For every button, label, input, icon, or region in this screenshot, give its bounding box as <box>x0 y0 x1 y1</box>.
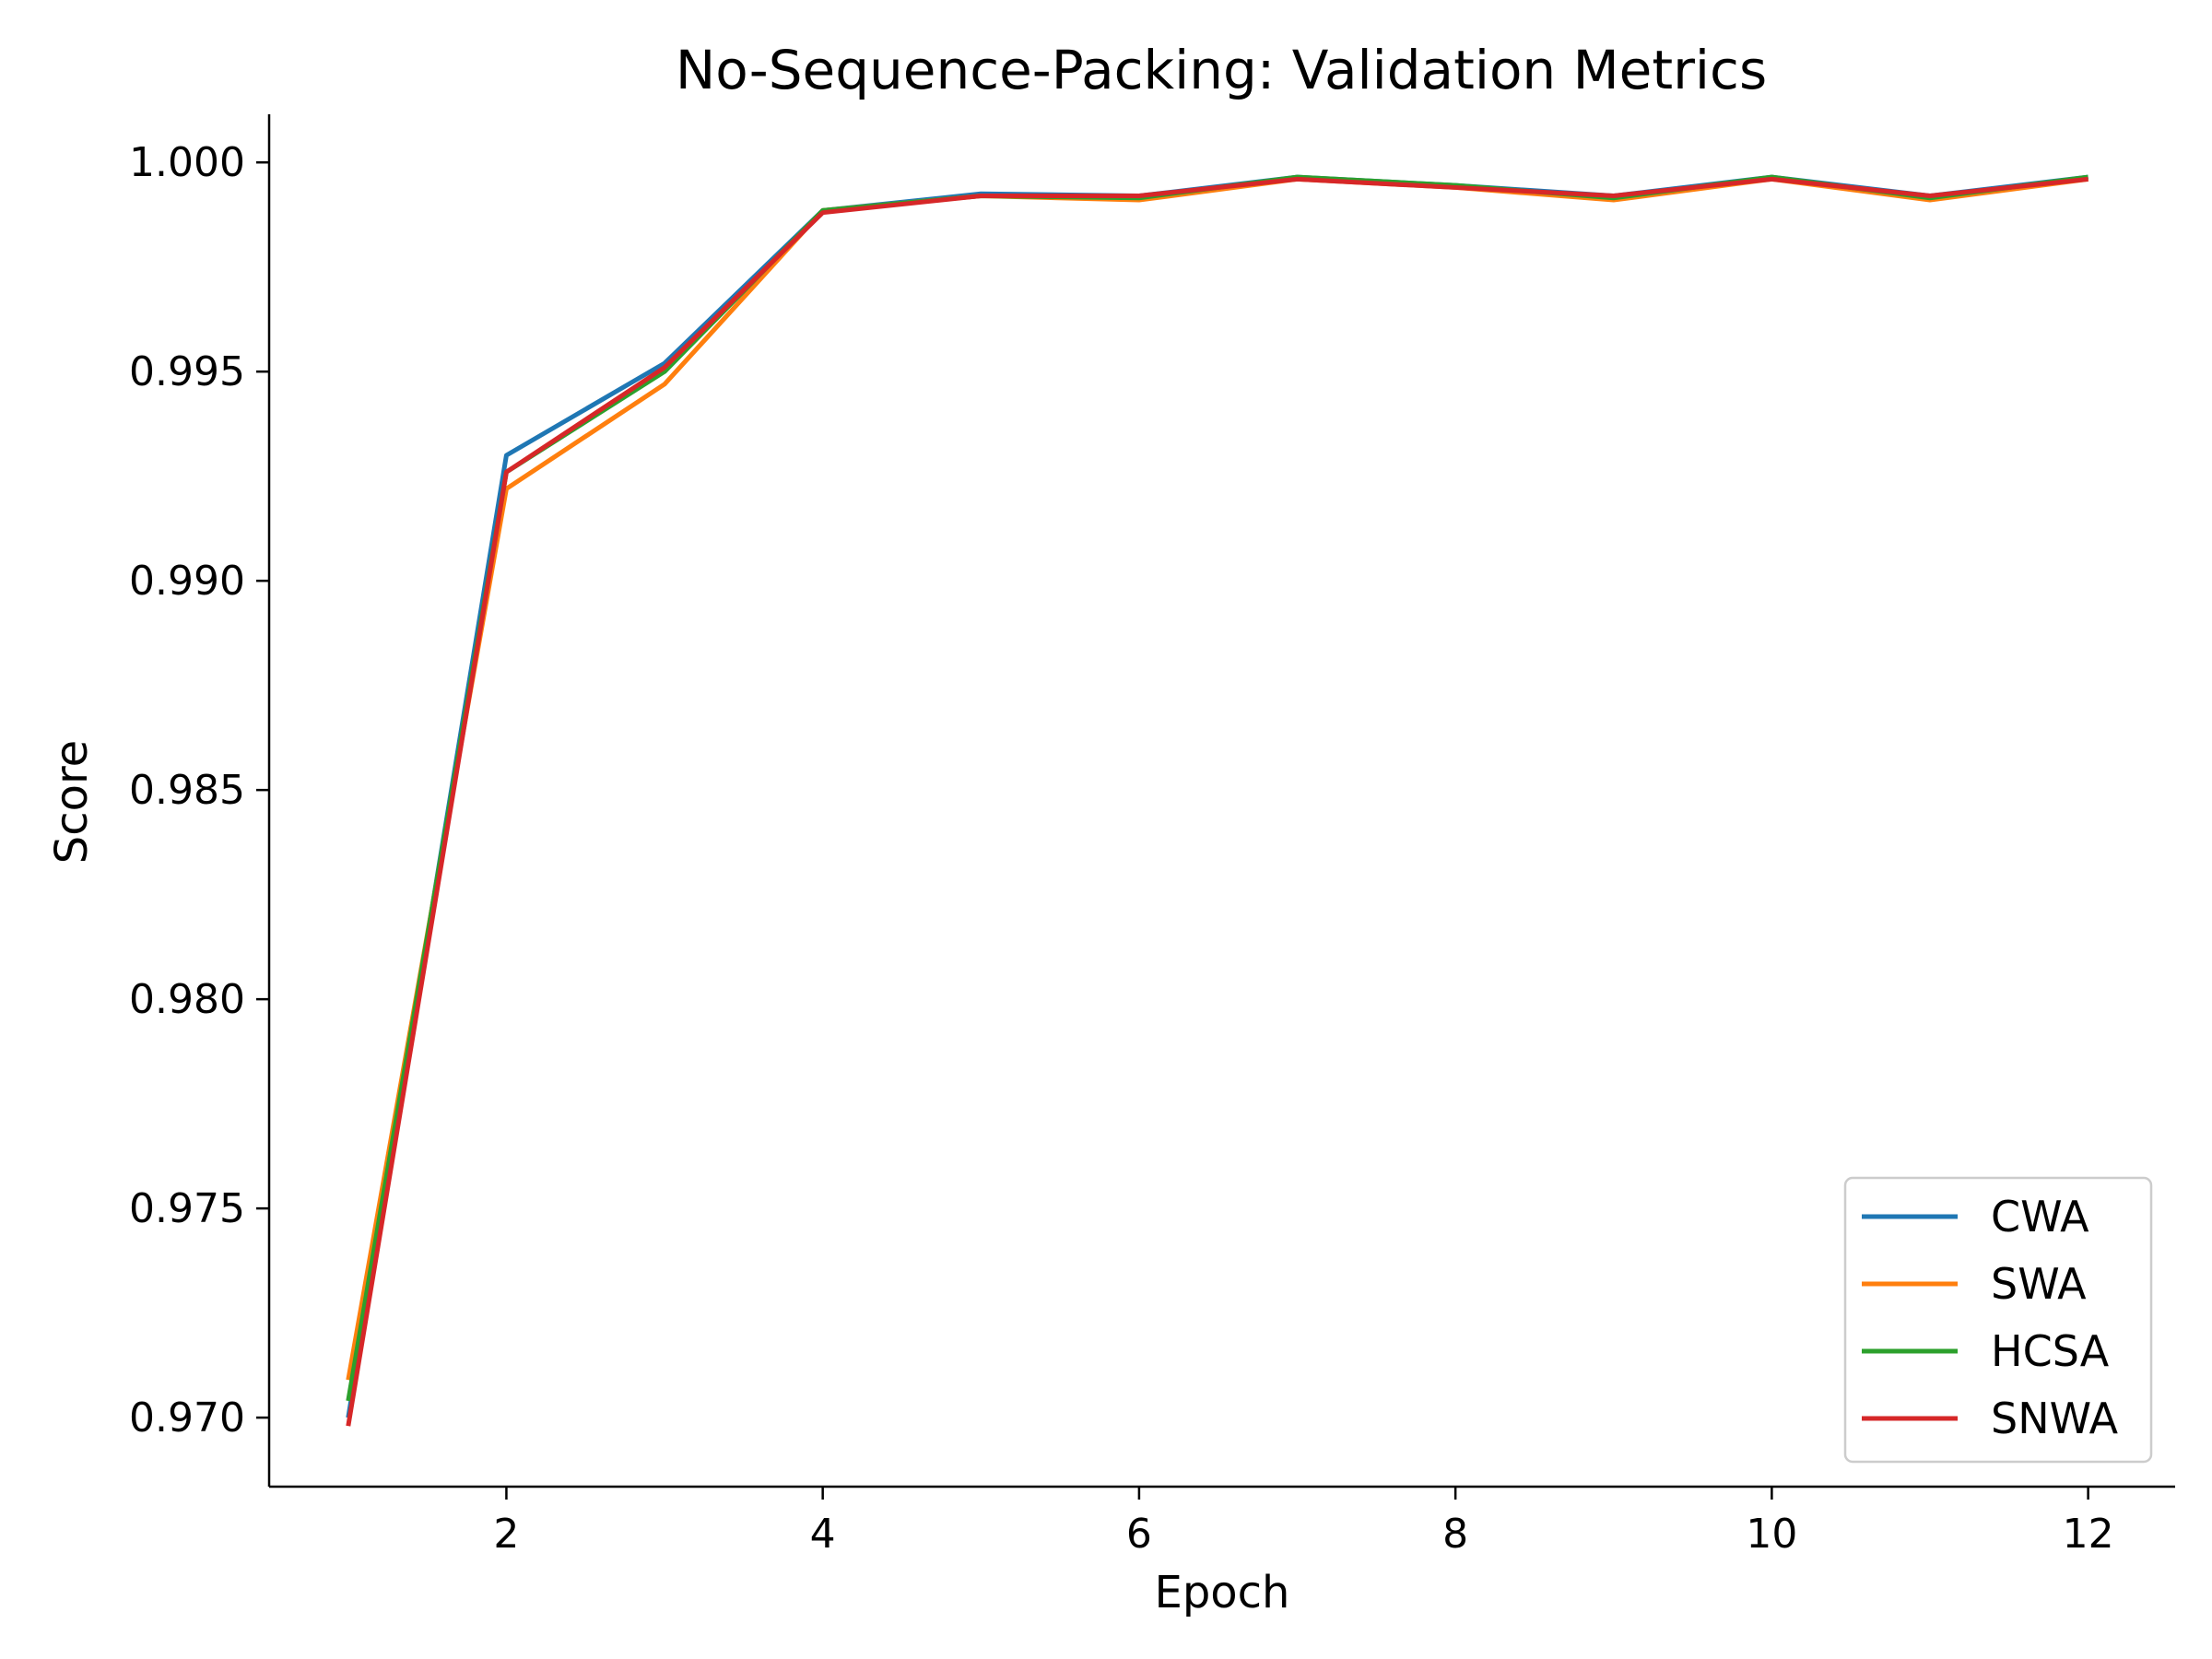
x-tick-label: 4 <box>810 1511 836 1558</box>
chart-title: No-Sequence-Packing: Validation Metrics <box>676 39 1767 101</box>
legend-label-hcsa: HCSA <box>1991 1326 2110 1376</box>
x-axis-label: Epoch <box>1155 1567 1290 1618</box>
y-tick-label: 1.000 <box>129 139 245 186</box>
x-tick-label: 8 <box>1442 1511 1468 1558</box>
x-tick-label: 10 <box>1746 1511 1797 1558</box>
y-tick-label: 0.975 <box>129 1185 245 1232</box>
y-tick-label: 0.990 <box>129 558 245 605</box>
legend-items: CWA SWA HCSA SNWA <box>1862 1192 2119 1443</box>
legend-label-snwa: SNWA <box>1991 1394 2119 1443</box>
x-tick-label: 12 <box>2063 1511 2114 1558</box>
y-axis-label: Score <box>46 740 98 864</box>
x-tick-label: 6 <box>1126 1511 1152 1558</box>
y-tick-label: 0.995 <box>129 348 245 395</box>
legend-label-swa: SWA <box>1991 1259 2087 1309</box>
x-tick-label: 2 <box>493 1511 519 1558</box>
x-axis-ticks: 2 4 6 8 10 12 <box>493 1487 2114 1558</box>
y-axis-ticks: 0.970 0.975 0.980 0.985 0.990 0.995 1.000 <box>129 139 269 1441</box>
legend: CWA SWA HCSA SNWA <box>1843 1176 2153 1464</box>
y-tick-label: 0.970 <box>129 1394 245 1441</box>
series-layer <box>346 174 2088 1427</box>
y-tick-label: 0.980 <box>129 976 245 1023</box>
y-tick-label: 0.985 <box>129 767 245 814</box>
legend-frame <box>1843 1176 2153 1464</box>
series-line-snwa <box>346 176 2088 1427</box>
legend-label-cwa: CWA <box>1991 1192 2089 1241</box>
